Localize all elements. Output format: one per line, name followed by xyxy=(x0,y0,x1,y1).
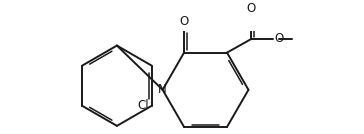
Text: O: O xyxy=(247,2,256,15)
Text: O: O xyxy=(274,32,284,45)
Text: O: O xyxy=(179,15,189,28)
Text: Cl: Cl xyxy=(137,99,149,112)
Text: N: N xyxy=(158,83,167,96)
